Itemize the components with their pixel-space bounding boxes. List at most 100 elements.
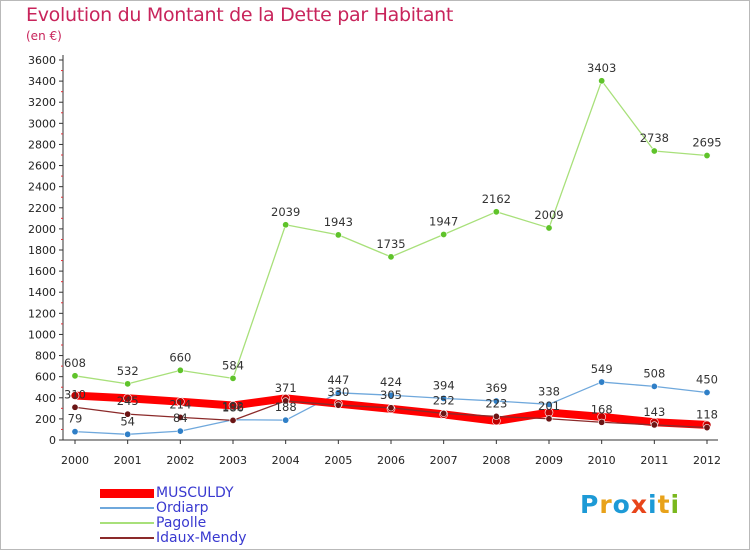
logo-letter: o xyxy=(612,490,631,519)
logo-letter: i xyxy=(670,490,681,519)
data-label-ordiarp: 338 xyxy=(538,384,560,398)
y-tick-label: 1600 xyxy=(28,265,56,278)
data-label-idaux-mendy: 371 xyxy=(275,381,297,395)
data-label-pagolle: 532 xyxy=(117,364,139,378)
legend-swatch-musculdy xyxy=(100,488,154,498)
data-label-ordiarp: 188 xyxy=(275,400,297,414)
x-tick-label: 2004 xyxy=(272,454,300,467)
data-point-idaux-mendy xyxy=(387,404,395,412)
data-point-idaux-mendy xyxy=(492,412,500,420)
logo-letter: x xyxy=(630,490,648,519)
legend-label: Idaux-Mendy xyxy=(156,530,247,546)
data-point-pagolle xyxy=(334,231,342,239)
data-label-pagolle: 1943 xyxy=(324,215,353,229)
data-point-musculdy xyxy=(228,401,238,410)
data-point-pagolle xyxy=(176,366,184,374)
data-point-idaux-mendy xyxy=(71,403,79,411)
data-point-pagolle xyxy=(229,374,237,382)
data-label-ordiarp: 369 xyxy=(485,381,507,395)
x-tick-label: 2006 xyxy=(377,454,405,467)
y-tick-label: 2200 xyxy=(28,202,56,215)
data-label-idaux-mendy: 223 xyxy=(485,396,507,410)
legend-label: MUSCULDY xyxy=(156,485,234,501)
data-point-idaux-mendy xyxy=(440,409,448,417)
data-label-pagolle: 2695 xyxy=(692,136,721,150)
data-label-idaux-mendy: 330 xyxy=(327,385,349,399)
chart-title: Evolution du Montant de la Dette par Hab… xyxy=(26,4,454,26)
data-point-idaux-mendy xyxy=(703,424,711,432)
data-label-ordiarp: 549 xyxy=(591,362,613,376)
data-label-ordiarp: 79 xyxy=(68,412,83,426)
x-tick-label: 2010 xyxy=(588,454,616,467)
data-label-ordiarp: 450 xyxy=(696,373,718,387)
data-label-idaux-mendy: 118 xyxy=(696,408,718,422)
x-tick-label: 2000 xyxy=(61,454,89,467)
data-label-idaux-mendy: 305 xyxy=(380,388,402,402)
data-point-ordiarp xyxy=(71,428,79,436)
logo-letter: i xyxy=(648,490,658,519)
data-point-idaux-mendy xyxy=(124,410,132,418)
data-label-pagolle: 584 xyxy=(222,358,244,372)
data-point-pagolle xyxy=(545,224,553,232)
data-point-pagolle xyxy=(282,221,290,229)
data-point-ordiarp xyxy=(282,416,290,424)
data-point-idaux-mendy xyxy=(334,401,342,409)
data-label-idaux-mendy: 214 xyxy=(169,397,191,411)
data-point-ordiarp xyxy=(176,427,184,435)
data-point-musculdy xyxy=(123,393,132,403)
data-label-ordiarp: 192 xyxy=(222,400,244,414)
data-label-pagolle: 2039 xyxy=(271,205,300,219)
data-point-pagolle xyxy=(387,253,395,261)
data-point-pagolle xyxy=(492,208,500,216)
x-tick-label: 2012 xyxy=(693,454,721,467)
data-label-ordiarp: 424 xyxy=(380,375,402,389)
logo-letter: t xyxy=(657,490,671,519)
legend-swatch-ordiarp xyxy=(100,507,154,509)
x-tick-label: 2005 xyxy=(324,454,352,467)
y-tick-label: 1800 xyxy=(28,244,56,257)
y-tick-label: 0 xyxy=(49,434,56,447)
y-tick-label: 2400 xyxy=(28,181,56,194)
data-point-idaux-mendy xyxy=(545,415,553,423)
y-tick-label: 200 xyxy=(35,413,56,426)
y-tick-label: 2800 xyxy=(28,138,56,151)
data-label-idaux-mendy: 168 xyxy=(591,402,613,416)
data-point-pagolle xyxy=(650,147,658,155)
data-label-idaux-mendy: 143 xyxy=(643,405,665,419)
y-tick-label: 3400 xyxy=(28,75,56,88)
legend-label: Ordiarp xyxy=(156,500,209,516)
data-point-ordiarp xyxy=(334,389,342,397)
x-tick-label: 2008 xyxy=(482,454,510,467)
data-point-ordiarp xyxy=(650,382,658,390)
data-point-idaux-mendy xyxy=(229,416,237,424)
x-tick-label: 2011 xyxy=(640,454,668,467)
data-point-pagolle xyxy=(440,230,448,238)
data-point-pagolle xyxy=(703,152,711,160)
data-point-pagolle xyxy=(598,77,606,85)
y-tick-label: 1200 xyxy=(28,307,56,320)
data-point-idaux-mendy xyxy=(650,421,658,429)
x-tick-label: 2001 xyxy=(114,454,142,467)
legend-label: Pagolle xyxy=(156,515,207,531)
x-tick-label: 2007 xyxy=(430,454,458,467)
data-label-ordiarp: 394 xyxy=(433,378,455,392)
y-tick-label: 1000 xyxy=(28,328,56,341)
data-label-pagolle: 2738 xyxy=(640,131,669,145)
y-tick-label: 600 xyxy=(35,371,56,384)
y-tick-label: 3600 xyxy=(28,54,56,67)
data-label-pagolle: 1947 xyxy=(429,214,458,228)
legend-item-musculdy: MUSCULDY xyxy=(100,485,234,501)
legend-swatch-idaux-mendy xyxy=(100,537,154,539)
data-label-idaux-mendy: 186 xyxy=(222,400,244,414)
data-point-idaux-mendy xyxy=(598,418,606,426)
data-label-pagolle: 2162 xyxy=(482,192,511,206)
data-point-pagolle xyxy=(124,380,132,388)
chart-subtitle: (en €) xyxy=(26,29,62,43)
data-label-ordiarp: 54 xyxy=(120,414,135,428)
y-tick-label: 1400 xyxy=(28,286,56,299)
data-point-idaux-mendy xyxy=(176,413,184,421)
data-point-ordiarp xyxy=(440,394,448,402)
data-point-ordiarp xyxy=(703,388,711,396)
